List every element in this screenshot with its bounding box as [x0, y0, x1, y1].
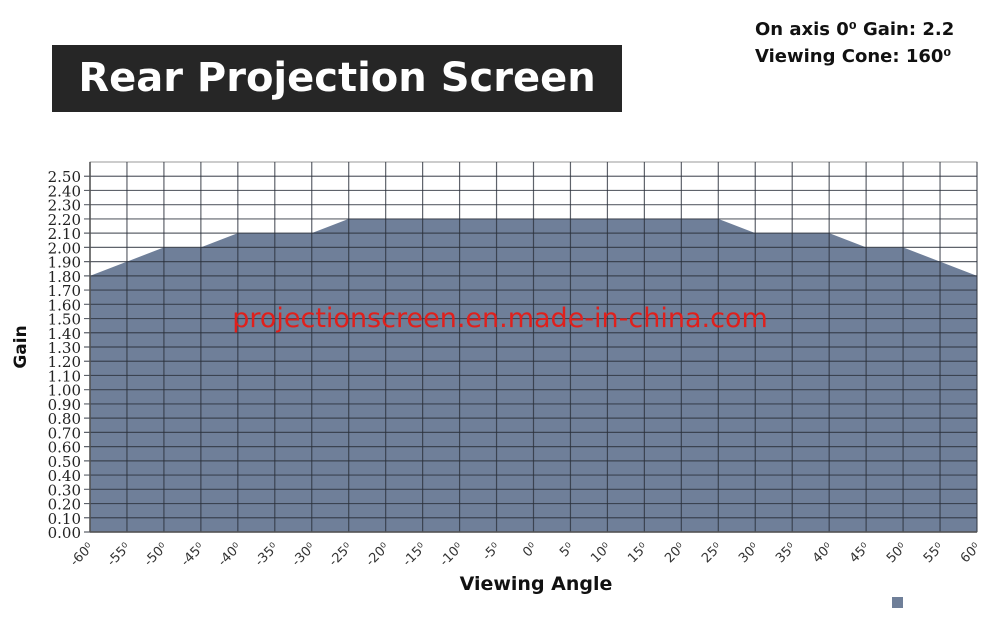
y-tick-label: 2.30 — [48, 197, 81, 215]
x-tick-label: -50⁰ — [141, 540, 170, 569]
x-tick-label: -15⁰ — [400, 540, 429, 569]
y-tick-label: 1.80 — [48, 268, 81, 286]
legend-swatch — [892, 597, 903, 608]
y-tick-label: 0.60 — [48, 439, 81, 457]
y-tick-label: 1.00 — [48, 382, 81, 400]
y-tick-label: 2.20 — [48, 211, 81, 229]
y-tick-label: 0.20 — [48, 496, 81, 514]
y-tick-label: 1.20 — [48, 353, 81, 371]
x-tick-label: 5⁰ — [557, 540, 577, 560]
x-tick-label: -30⁰ — [289, 540, 318, 569]
y-tick-label: 0.00 — [48, 524, 81, 542]
watermark-text: projectionscreen.en.made-in-china.com — [232, 303, 768, 334]
x-tick-label: 10⁰ — [588, 540, 614, 566]
on-axis-gain-text: On axis 0⁰ Gain: 2.2 — [755, 19, 955, 40]
y-tick-label: 1.40 — [48, 325, 81, 343]
y-tick-label: 0.80 — [48, 410, 81, 428]
x-tick-label: -35⁰ — [252, 540, 281, 569]
y-tick-label: 1.30 — [48, 339, 81, 357]
x-tick-label: 15⁰ — [625, 540, 651, 566]
x-tick-label: 25⁰ — [699, 540, 725, 566]
x-tick-label: -5⁰ — [480, 540, 503, 563]
y-tick-label: 1.10 — [48, 367, 81, 385]
y-tick-label: 0.70 — [48, 424, 81, 442]
y-tick-label: 0.90 — [48, 396, 81, 414]
x-tick-label: 40⁰ — [810, 540, 836, 566]
y-tick-label: 0.40 — [48, 467, 81, 485]
y-tick-label: 2.40 — [48, 182, 81, 200]
x-tick-label: 55⁰ — [921, 540, 947, 566]
x-tick-label: -25⁰ — [326, 540, 355, 569]
x-tick-label: 50⁰ — [884, 540, 910, 566]
y-tick-label: 2.00 — [48, 239, 81, 257]
y-axis-label: Gain — [11, 325, 31, 368]
x-tick-label: 60⁰ — [958, 540, 984, 566]
x-tick-label: 0⁰ — [520, 540, 540, 560]
y-tick-label: 2.10 — [48, 225, 81, 243]
x-tick-label: -10⁰ — [437, 540, 466, 569]
x-tick-label: -55⁰ — [104, 540, 133, 569]
y-tick-label: 1.50 — [48, 311, 81, 329]
spec-text: On axis 0⁰ Gain: 2.2 Viewing Cone: 160⁰ — [755, 16, 954, 70]
y-tick-label: 1.90 — [48, 254, 81, 272]
viewing-cone-text: Viewing Cone: 160⁰ — [755, 46, 952, 67]
x-tick-label: 20⁰ — [662, 540, 688, 566]
x-tick-label: 45⁰ — [847, 540, 873, 566]
x-tick-label: 35⁰ — [773, 540, 799, 566]
y-tick-label: 1.70 — [48, 282, 81, 300]
chart-title-banner: Rear Projection Screen — [52, 45, 622, 112]
x-tick-label: -60⁰ — [68, 540, 97, 569]
y-tick-label: 2.50 — [48, 168, 81, 186]
x-tick-label: -40⁰ — [215, 540, 244, 569]
x-axis-label: Viewing Angle — [460, 573, 613, 595]
y-tick-label: 1.60 — [48, 296, 81, 314]
x-tick-label: -45⁰ — [178, 540, 207, 569]
x-tick-label: -20⁰ — [363, 540, 392, 569]
y-tick-label: 0.50 — [48, 453, 81, 471]
x-tick-label: 30⁰ — [736, 540, 762, 566]
y-tick-label: 0.30 — [48, 481, 81, 499]
y-tick-label: 0.10 — [48, 510, 81, 528]
